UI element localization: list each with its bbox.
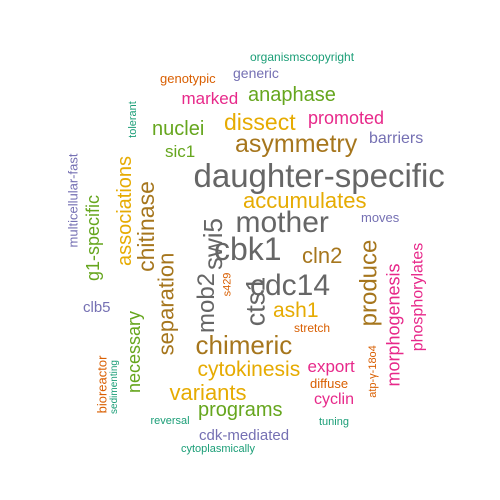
word-cbk1: cbk1 [214,231,282,267]
word-cdc14: cdc14 [250,269,331,302]
word-s429: s429 [221,272,234,296]
word-sedimenting: sedimenting [108,360,120,414]
word-genotypic: genotypic [160,70,216,86]
word-dissect: dissect [224,108,296,135]
word-promoted: promoted [308,108,385,128]
word-stretch: stretch [294,321,331,335]
word-separation: separation [152,252,178,356]
word-clb5: clb5 [83,298,111,316]
word-marked: marked [181,88,239,108]
word-programs: programs [198,399,283,421]
word-swi5: swi5 [198,217,229,271]
word-cytoplasmically: cytoplasmically [181,442,255,455]
word-variants: variants [169,380,247,405]
word-daughter-specific: daughter-specific [193,156,445,194]
word-g1-specific: g1-specific [83,194,104,282]
word-tolerant: tolerant [126,100,139,138]
word-mother: mother [235,206,329,239]
word-tuning: tuning [319,415,349,428]
word-phosphorylates: phosphorylates [408,242,426,352]
word-sic1: sic1 [165,141,196,161]
word-export: export [307,356,355,376]
word-barriers: barriers [369,130,424,147]
word-atp-gamma-18o4: atp-γ-18o4 [366,344,379,398]
word-cln2: cln2 [302,243,343,268]
word-accumulates: accumulates [243,188,367,213]
word-morphogenesis: morphogenesis [383,263,404,387]
word-necessary: necessary [124,310,145,394]
word-mob2: mob2 [193,272,221,334]
word-cyclin: cyclin [314,391,355,408]
word-moves: moves [361,209,400,225]
word-generic: generic [233,65,279,81]
word-multicellular-fast: multicellular-fast [65,153,81,247]
word-anaphase: anaphase [248,84,336,106]
word-chimeric: chimeric [195,330,293,360]
word-cts1: cts1 [240,276,271,326]
word-cdk-mediated: cdk-mediated [199,426,290,444]
word-produce: produce [354,239,382,327]
word-bioreactor: bioreactor [94,355,110,413]
word-ash1: ash1 [273,298,319,322]
word-cytokinesis: cytokinesis [197,357,301,381]
word-diffuse: diffuse [310,375,349,391]
word-reversal: reversal [150,414,190,427]
word-nuclei: nuclei [152,118,205,140]
word-associations: associations [114,155,137,267]
word-organismscopyright: organismscopyright [250,50,355,64]
word-asymmetry: asymmetry [235,129,358,158]
